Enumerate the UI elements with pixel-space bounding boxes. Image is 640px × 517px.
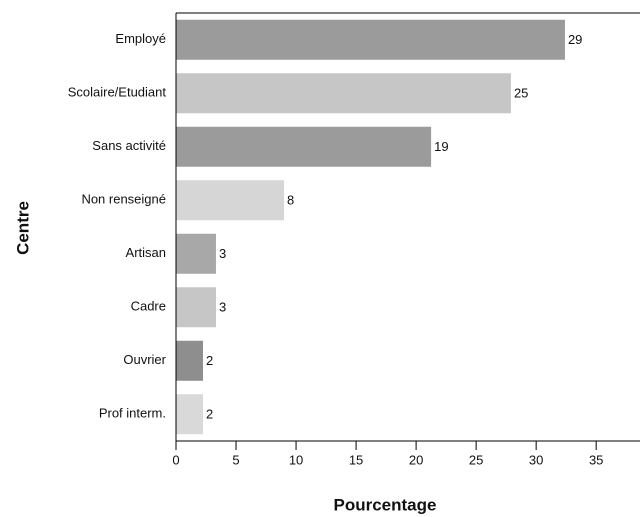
bar: [176, 394, 204, 435]
bar: [176, 287, 216, 328]
bar: [176, 73, 511, 114]
y-tick-label: Sans activité: [92, 138, 166, 153]
bar: [176, 180, 285, 221]
data-label: 3: [219, 300, 226, 315]
bar: [176, 340, 204, 381]
x-tick-label: 10: [289, 452, 303, 467]
data-label: 3: [219, 246, 226, 261]
y-tick-label: Non renseigné: [81, 192, 166, 207]
y-tick-label: Employé: [115, 31, 166, 46]
x-axis-title: Pourcentage: [334, 495, 437, 514]
y-tick-label: Prof interm.: [99, 406, 166, 421]
data-label: 8: [287, 193, 294, 208]
y-tick-label: Scolaire/Etudiant: [68, 85, 167, 100]
y-tick-label: Cadre: [131, 299, 166, 314]
bar: [176, 126, 432, 167]
x-tick-label: 30: [529, 452, 543, 467]
bar: [176, 19, 565, 60]
data-label: 2: [206, 353, 213, 368]
x-tick-label: 25: [469, 452, 483, 467]
x-tick-label: 5: [232, 452, 239, 467]
y-axis-title: Centre: [13, 201, 32, 255]
x-tick-label: 15: [349, 452, 363, 467]
data-label: 29: [568, 32, 582, 47]
data-label: 2: [206, 407, 213, 422]
y-tick-label: Artisan: [126, 245, 166, 260]
data-label: 25: [514, 86, 528, 101]
x-tick-label: 35: [589, 452, 603, 467]
x-tick-label: 20: [409, 452, 423, 467]
data-label: 19: [434, 139, 448, 154]
x-tick-label: 0: [172, 452, 179, 467]
bar: [176, 233, 216, 274]
y-tick-label: Ouvrier: [123, 352, 166, 367]
